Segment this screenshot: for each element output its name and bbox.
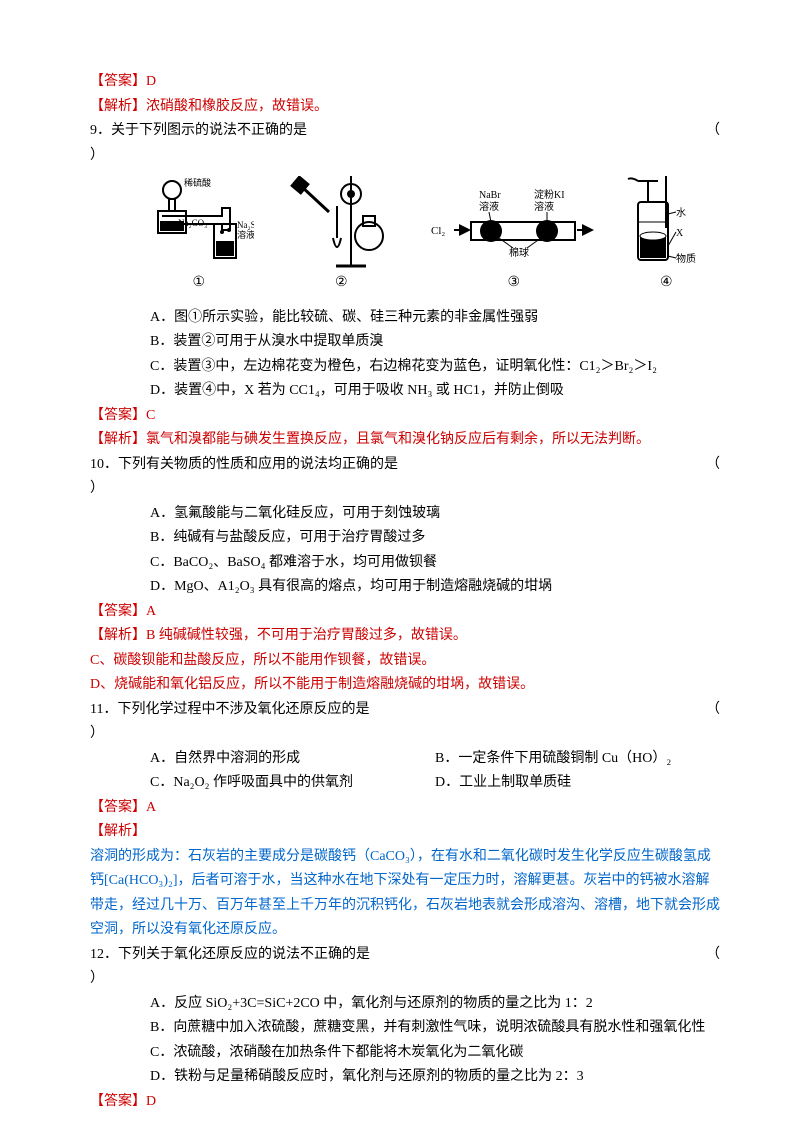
q10-optA: A．氢氟酸能与二氧化硅反应，可用于刻蚀玻璃	[150, 502, 720, 527]
q12-num: 12．	[90, 947, 118, 962]
q10-optB: B．纯碱有与盐酸反应，可用于治疗胃酸过多	[150, 526, 720, 551]
q9-fig3: NaBr 淀粉KI 溶液 溶液 Cl₂ 棉球 ③	[429, 186, 599, 296]
q10-optD: D．MgO、A1₂O₃ 具有很高的熔点，均可用于制造熔融烧碱的坩埚	[150, 575, 720, 600]
q9-text: 关于下列图示的说法不正确的是	[111, 123, 307, 138]
svg-text:Na₂SiO₃: Na₂SiO₃	[237, 220, 254, 230]
q12-answer: 【答案】D	[90, 1090, 720, 1115]
q11-stem: 11．下列化学过程中不涉及氧化还原反应的是 （	[90, 698, 720, 723]
svg-text:淀粉KI: 淀粉KI	[534, 188, 565, 201]
q11-paren-close: ）	[90, 722, 720, 747]
q12-optA: A．反应 SiO₂+3C=SiC+2CO 中，氧化剂与还原剂的物质的量之比为 1…	[150, 992, 720, 1017]
q11-expl-body: 溶洞的形成为：石灰岩的主要成分是碳酸钙（CaCO₃），在有水和二氧化碳时发生化学…	[90, 845, 720, 943]
q10-expl-c: C、碳酸钡能和盐酸反应，所以不能用作钡餐，故错误。	[90, 649, 720, 674]
q11-text: 下列化学过程中不涉及氧化还原反应的是	[117, 702, 369, 717]
prev-explanation: 【解析】浓硝酸和橡胶反应，故错误。	[90, 95, 720, 120]
q10-expl-d: D、烧碱能和氧化铝反应，所以不能用于制造熔融烧碱的坩埚，故错误。	[90, 673, 720, 698]
q9-optC: C．装置③中，左边棉花变为橙色，右边棉花变为蓝色，证明氧化性：C1₂＞Br₂＞I…	[150, 355, 720, 380]
svg-text:溶液: 溶液	[237, 229, 254, 240]
q10-paren-open: （	[706, 453, 720, 478]
svg-text:Cl₂: Cl₂	[431, 225, 445, 237]
q12-paren-open: （	[706, 943, 720, 968]
q9-options: A．图①所示实验，能比较硫、碳、硅三种元素的非金属性强弱 B．装置②可用于从溴水…	[90, 306, 720, 404]
q10-stem: 10．下列有关物质的性质和应用的说法均正确的是 （	[90, 453, 720, 478]
q11-optD: D．工业上制取单质硅	[435, 771, 720, 796]
q9-optA: A．图①所示实验，能比较硫、碳、硅三种元素的非金属性强弱	[150, 306, 720, 331]
q9-fig4-cap: ④	[626, 271, 706, 296]
q10-optC: C．BaCO₂、BaSO₄ 都难溶于水，均可用做钡餐	[150, 551, 720, 576]
svg-text:物质: 物质	[676, 252, 696, 265]
q12-text: 下列关于氧化还原反应的说法不正确的是	[118, 947, 370, 962]
q11-paren-open: （	[706, 698, 720, 723]
q10-options: A．氢氟酸能与二氧化硅反应，可用于刻蚀玻璃 B．纯碱有与盐酸反应，可用于治疗胃酸…	[90, 502, 720, 600]
q10-num: 10．	[90, 457, 118, 472]
svg-text:溶液: 溶液	[534, 200, 554, 213]
prev-answer: 【答案】D	[90, 70, 720, 95]
q12-optC: C．浓硫酸，浓硝酸在加热条件下都能将木炭氧化为二氧化碳	[150, 1041, 720, 1066]
q10-paren-close: ）	[90, 477, 720, 502]
svg-text:溶液: 溶液	[479, 200, 499, 213]
q9-stem: 9．关于下列图示的说法不正确的是 （	[90, 119, 720, 144]
q9-optB: B．装置②可用于从溴水中提取单质溴	[150, 330, 720, 355]
q11-optA: A．自然界中溶洞的形成	[150, 747, 435, 772]
q9-num: 9．	[90, 123, 111, 138]
svg-text:X: X	[676, 228, 684, 239]
q9-fig4: 水 X 物质 ④	[626, 176, 706, 296]
svg-text:NaBr: NaBr	[479, 190, 501, 201]
q9-explanation: 【解析】氯气和溴都能与碘发生置换反应，且氯气和溴化钠反应后有剩余，所以无法判断。	[90, 428, 720, 453]
q9-fig2-cap: ②	[281, 271, 401, 296]
q9-paren-open: （	[706, 119, 720, 144]
q10-answer: 【答案】A	[90, 600, 720, 625]
q9-fig1: 稀硫酸 Na₂CO₃ Na₂SiO₃ 溶液 ①	[144, 176, 254, 296]
q10-text: 下列有关物质的性质和应用的说法均正确的是	[118, 457, 398, 472]
q9-answer: 【答案】C	[90, 404, 720, 429]
svg-text:水: 水	[676, 207, 686, 219]
q9-fig1-cap: ①	[144, 271, 254, 296]
q12-optD: D．铁粉与足量稀硝酸反应时，氧化剂与还原剂的物质的量之比为 2：3	[150, 1065, 720, 1090]
q10-explanation: 【解析】B 纯碱碱性较强，不可用于治疗胃酸过多，故错误。	[90, 624, 720, 649]
q12-optB: B．向蔗糖中加入浓硫酸，蔗糖变黑，并有刺激性气味，说明浓硫酸具有脱水性和强氧化性	[150, 1016, 720, 1041]
q12-paren-close: ）	[90, 967, 720, 992]
q12-stem: 12．下列关于氧化还原反应的说法不正确的是 （	[90, 943, 720, 968]
q9-figures: 稀硫酸 Na₂CO₃ Na₂SiO₃ 溶液 ① ② NaBr 淀粉KI 溶液	[130, 176, 720, 296]
q11-options: A．自然界中溶洞的形成 C．Na₂O₂ 作呼吸面具中的供氧剂 B．一定条件下用硫…	[90, 747, 720, 796]
q9-fig2: ②	[281, 176, 401, 296]
svg-text:棉球: 棉球	[509, 246, 529, 259]
q11-answer: 【答案】A	[90, 796, 720, 821]
q11-optC: C．Na₂O₂ 作呼吸面具中的供氧剂	[150, 771, 435, 796]
q12-options: A．反应 SiO₂+3C=SiC+2CO 中，氧化剂与还原剂的物质的量之比为 1…	[90, 992, 720, 1090]
q9-fig3-cap: ③	[429, 271, 599, 296]
q11-num: 11．	[90, 702, 117, 717]
q9-paren-close: ）	[90, 144, 720, 169]
q11-expl-label: 【解析】	[90, 820, 720, 845]
q9-optD: D．装置④中，X 若为 CC1₄，可用于吸收 NH₃ 或 HC1，并防止倒吸	[150, 379, 720, 404]
q11-optB: B．一定条件下用硫酸铜制 Cu（HO）₂	[435, 747, 720, 772]
svg-text:稀硫酸: 稀硫酸	[184, 177, 211, 188]
